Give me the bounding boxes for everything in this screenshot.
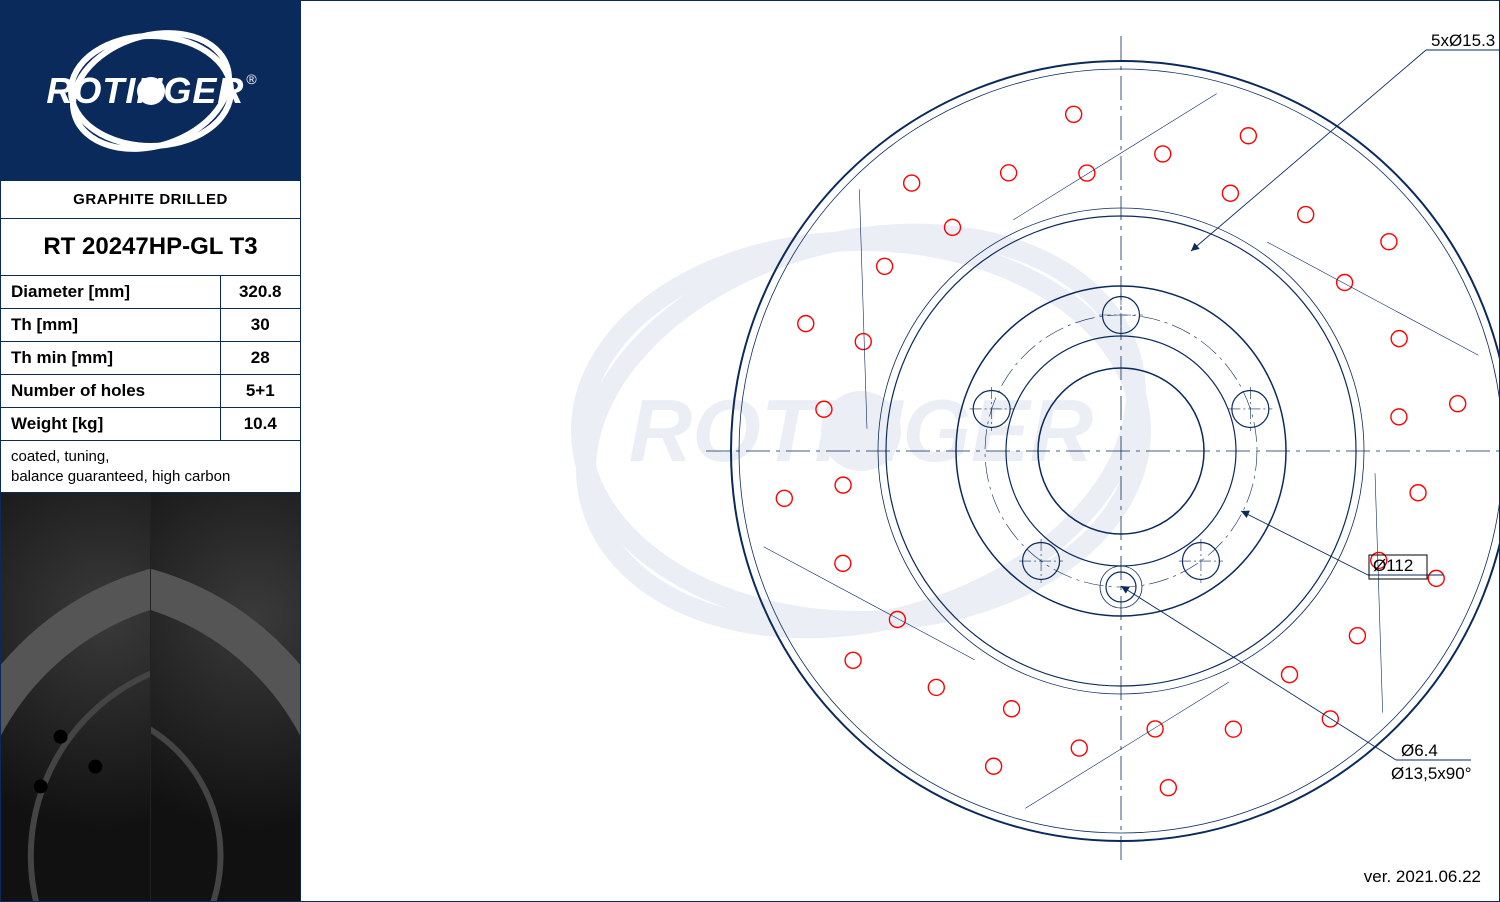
svg-text:Ø6.4: Ø6.4	[1401, 741, 1438, 760]
part-number: RT 20247HP-GL T3	[1, 219, 300, 276]
brand-name: ROTINGER	[46, 70, 244, 112]
spec-row: Diameter [mm]320.8	[1, 276, 300, 309]
spec-value: 5+1	[220, 375, 300, 408]
spec-table: Diameter [mm]320.8Th [mm]30Th min [mm]28…	[1, 276, 300, 441]
spec-value: 28	[220, 342, 300, 375]
spec-label: Th [mm]	[1, 309, 220, 342]
spec-label: Diameter [mm]	[1, 276, 220, 309]
spec-row: Th [mm]30	[1, 309, 300, 342]
spec-value: 10.4	[220, 408, 300, 441]
product-photo-2	[151, 493, 300, 901]
svg-text:Ø13,5x90°: Ø13,5x90°	[1391, 764, 1472, 783]
product-subtitle: GRAPHITE DRILLED	[1, 181, 300, 219]
brand-reg: ®	[246, 71, 256, 87]
technical-drawing: ROTINGER 5xØ15.3 Ø112 Ø6.4 Ø13,5x90° ver. 20…	[301, 1, 1499, 901]
spec-row: Number of holes5+1	[1, 375, 300, 408]
spec-row: Weight [kg]10.4	[1, 408, 300, 441]
spec-value: 30	[220, 309, 300, 342]
spec-label: Number of holes	[1, 375, 220, 408]
spec-label: Th min [mm]	[1, 342, 220, 375]
product-photos	[1, 493, 300, 901]
sidebar: ROTINGER ® GRAPHITE DRILLED RT 20247HP-G…	[1, 1, 301, 901]
svg-text:5xØ15.3: 5xØ15.3	[1431, 31, 1495, 50]
notes: coated, tuning,balance guaranteed, high …	[1, 441, 300, 493]
svg-text:ROTINGER: ROTINGER	[629, 381, 1093, 480]
page: ROTINGER ® GRAPHITE DRILLED RT 20247HP-G…	[0, 0, 1500, 902]
svg-text:Ø112: Ø112	[1373, 556, 1413, 575]
brand-logo: ROTINGER ®	[1, 1, 300, 181]
product-photo-1	[1, 493, 151, 901]
version-label: ver. 2021.06.22	[1364, 867, 1481, 887]
spec-row: Th min [mm]28	[1, 342, 300, 375]
spec-value: 320.8	[220, 276, 300, 309]
spec-label: Weight [kg]	[1, 408, 220, 441]
